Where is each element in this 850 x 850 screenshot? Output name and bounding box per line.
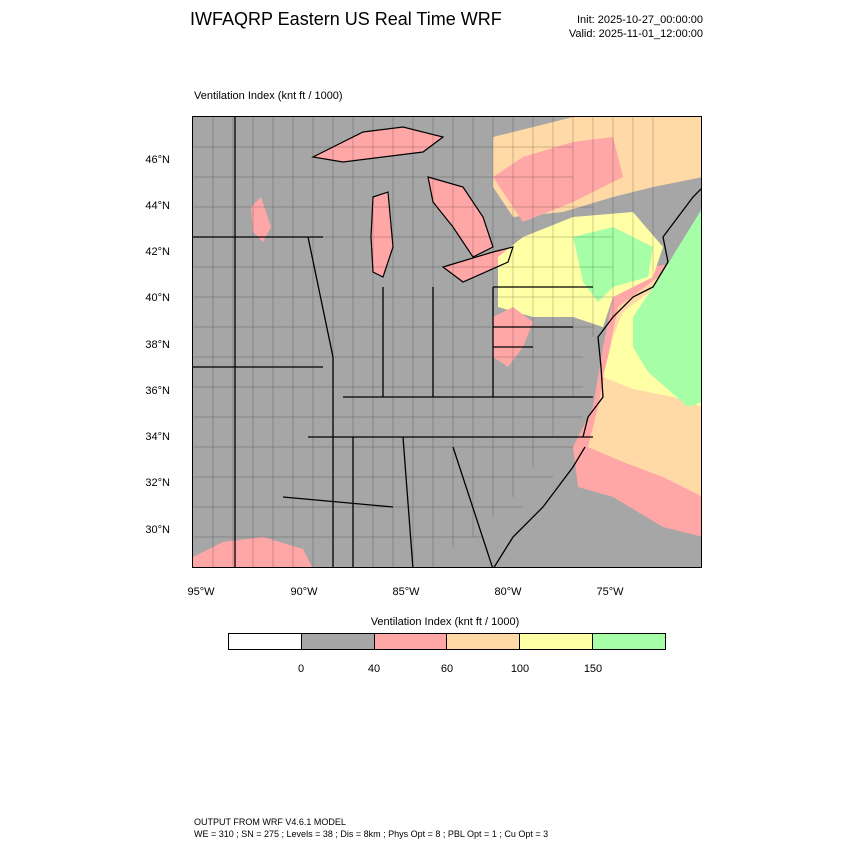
lat-label-44n: 44°N bbox=[145, 200, 170, 212]
map-panel bbox=[192, 116, 702, 568]
lon-label-80w: 80°W bbox=[494, 586, 522, 598]
lon-label-75w: 75°W bbox=[596, 586, 624, 598]
lat-label-36n: 36°N bbox=[145, 385, 170, 397]
colorbar-label: 0 bbox=[297, 663, 305, 675]
field-label: Ventilation Index (knt ft / 1000) bbox=[194, 90, 343, 102]
init-time: Init: 2025-10-27_00:00:00 bbox=[577, 14, 703, 26]
colorbar-label: 150 bbox=[583, 663, 603, 675]
lat-label-38n: 38°N bbox=[145, 339, 170, 351]
gulf-pink-zone bbox=[193, 537, 312, 567]
lon-label-90w: 90°W bbox=[290, 586, 318, 598]
minnesota-pink-spot bbox=[251, 197, 271, 242]
lat-label-42n: 42°N bbox=[145, 246, 170, 258]
valid-time: Valid: 2025-11-01_12:00:00 bbox=[568, 28, 703, 40]
colorbar-cell bbox=[593, 634, 665, 649]
colorbar-cell bbox=[447, 634, 521, 649]
lake-outlines bbox=[311, 126, 514, 283]
model-footer: OUTPUT FROM WRF V4.6.1 MODEL WE = 310 ; … bbox=[194, 816, 548, 840]
state-boundaries bbox=[193, 117, 701, 567]
lake-michigan bbox=[371, 192, 393, 277]
lat-label-34n: 34°N bbox=[145, 431, 170, 443]
footer-line-1: OUTPUT FROM WRF V4.6.1 MODEL bbox=[194, 817, 346, 827]
footer-line-2: WE = 310 ; SN = 275 ; Levels = 38 ; Dis … bbox=[194, 829, 549, 839]
colorbar-cell bbox=[520, 634, 594, 649]
colorbar-cell bbox=[374, 634, 448, 649]
lat-label-30n: 30°N bbox=[145, 524, 170, 536]
colorbar-cell bbox=[229, 634, 302, 649]
lon-label-85w: 85°W bbox=[392, 586, 420, 598]
map-title: IWFAQRP Eastern US Real Time WRF bbox=[190, 9, 502, 29]
lat-label-46n: 46°N bbox=[145, 154, 170, 166]
lat-label-32n: 32°N bbox=[145, 477, 170, 489]
canada-pink-zone bbox=[493, 137, 623, 222]
run-info: Init: 2025-10-27_00:00:00 Valid: 2025-11… bbox=[569, 13, 703, 41]
county-grid bbox=[193, 117, 654, 567]
colorbar-label: 60 bbox=[440, 663, 454, 675]
colorbar-cell bbox=[301, 634, 375, 649]
colorbar bbox=[228, 633, 666, 650]
legend-title: Ventilation Index (knt ft / 1000) bbox=[370, 616, 520, 628]
colorbar-label: 100 bbox=[510, 663, 530, 675]
ventilation-map bbox=[193, 117, 701, 567]
colorbar-label: 40 bbox=[367, 663, 381, 675]
lon-label-95w: 95°W bbox=[187, 586, 215, 598]
ocean-green-zone bbox=[633, 210, 701, 407]
lat-label-40n: 40°N bbox=[145, 292, 170, 304]
lake-erie bbox=[443, 247, 513, 282]
